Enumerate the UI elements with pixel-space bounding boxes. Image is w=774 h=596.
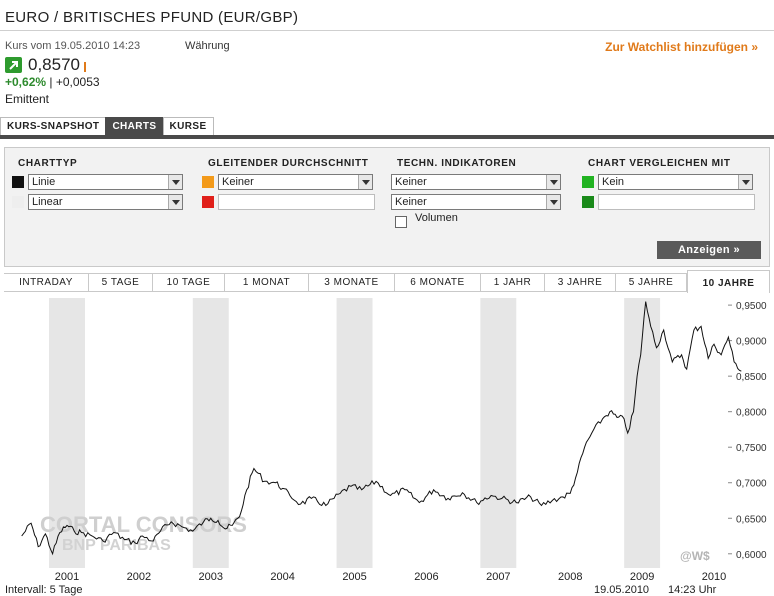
range-10-jahre[interactable]: 10 JAHRE (687, 270, 770, 293)
chart-settings-panel: CHARTTYP Linie Linear GLEITENDER DURCHSC… (4, 147, 770, 267)
x-tick-label: 2005 (342, 571, 366, 583)
price-series-line (21, 301, 742, 556)
year-band (336, 298, 373, 568)
x-tick-label: 2009 (630, 571, 654, 583)
chevron-down-icon (546, 195, 560, 209)
range-3-jahre[interactable]: 3 JAHRE (545, 274, 616, 292)
vergleich-heading: CHART VERGLEICHEN MIT (588, 158, 731, 169)
compare1-color-swatch[interactable] (582, 176, 594, 188)
title-divider (0, 30, 774, 31)
ma1-color-swatch[interactable] (202, 176, 214, 188)
emittent-label: Emittent (5, 92, 50, 106)
change-absolute: +0,0053 (55, 75, 100, 89)
indicator-1-value: Keiner (395, 176, 427, 188)
waehrung-label: Währung (185, 40, 230, 52)
change-row: +0,62% | +0,0053 (5, 75, 100, 89)
change-percent: +0,62% (5, 75, 47, 89)
y-tick-label: 0,9500 (736, 301, 767, 312)
x-tick-label: 2003 (199, 571, 223, 583)
x-tick-label: 2006 (414, 571, 438, 583)
indicator-select-1[interactable]: Keiner (391, 174, 561, 190)
change-separator: | (46, 75, 56, 89)
anzeigen-button[interactable]: Anzeigen » (657, 241, 761, 259)
gleitender-heading: GLEITENDER DURCHSCHNITT (208, 158, 369, 169)
charttyp-color-swatch[interactable] (12, 176, 24, 188)
kurs-timestamp: Kurs vom 19.05.2010 14:23 (5, 40, 141, 52)
range-10-tage[interactable]: 10 TAGE (153, 274, 225, 292)
chart-date: 19.05.2010 (594, 584, 650, 596)
indicator-select-2[interactable]: Keiner (391, 194, 561, 210)
range-intraday[interactable]: INTRADAY (4, 274, 89, 292)
x-tick-label: 2007 (486, 571, 510, 583)
volumen-label: Volumen (415, 212, 458, 224)
indicator-2-value: Keiner (395, 196, 427, 208)
x-tick-label: 2010 (702, 571, 726, 583)
y-tick-label: 0,6500 (736, 514, 767, 525)
main-tabs: KURS-SNAPSHOT CHARTS KURSE (0, 117, 214, 135)
moving-average-value: Keiner (222, 176, 254, 188)
x-tick-label: 2001 (55, 571, 79, 583)
chevron-down-icon (546, 175, 560, 189)
ma2-color-swatch[interactable] (202, 196, 214, 208)
range-3-monate[interactable]: 3 MONATE (309, 274, 395, 292)
y-tick-label: 0,9000 (736, 337, 767, 348)
chevron-down-icon (168, 175, 182, 189)
x-tick-label: 2004 (270, 571, 294, 583)
price-row: 0,8570 (5, 55, 86, 75)
watermark-credit: @W$ (680, 549, 710, 563)
watermark-sub: BNP PARIBAS (62, 537, 171, 554)
tab-charts[interactable]: CHARTS (105, 117, 164, 135)
x-tick-label: 2002 (127, 571, 151, 583)
compare-input[interactable] (598, 194, 755, 210)
page-title: EURO / BRITISCHES PFUND (EUR/GBP) (5, 9, 299, 26)
tab-bar-rule (0, 135, 774, 139)
price-chart: CORTAL CONSORS BNP PARIBAS @W$ 0,9500 0,9… (21, 298, 767, 583)
moving-average-input[interactable] (218, 194, 375, 210)
range-1-jahr[interactable]: 1 JAHR (481, 274, 545, 292)
y-tick-label: 0,7000 (736, 479, 767, 490)
scale-value: Linear (32, 196, 63, 208)
arrow-up-icon (5, 57, 22, 73)
range-1-monat[interactable]: 1 MONAT (225, 274, 309, 292)
moving-average-select[interactable]: Keiner (218, 174, 373, 190)
time-range-tabs: INTRADAY 5 TAGE 10 TAGE 1 MONAT 3 MONATE… (4, 270, 770, 293)
charttyp-heading: CHARTTYP (18, 158, 78, 169)
compare-value: Kein (602, 176, 625, 188)
x-tick-label: 2008 (558, 571, 582, 583)
year-band (49, 298, 85, 568)
year-band (192, 298, 229, 568)
year-band (480, 298, 517, 568)
price-tick-marker (84, 62, 86, 72)
compare2-color-swatch[interactable] (582, 196, 594, 208)
watermark-brand: CORTAL CONSORS (40, 512, 247, 537)
tab-kurs-snapshot[interactable]: KURS-SNAPSHOT (0, 117, 107, 135)
chevron-down-icon (738, 175, 752, 189)
chart-time: 14:23 Uhr (668, 584, 717, 596)
scale-color-swatch (12, 196, 24, 208)
chevron-down-icon (168, 195, 182, 209)
range-5-jahre[interactable]: 5 JAHRE (616, 274, 687, 292)
charttyp-value: Linie (32, 176, 56, 188)
tab-kurse[interactable]: KURSE (162, 117, 214, 135)
compare-select[interactable]: Kein (598, 174, 753, 190)
y-tick-label: 0,6000 (736, 550, 767, 561)
y-tick-label: 0,7500 (736, 443, 767, 454)
charttyp-select[interactable]: Linie (28, 174, 183, 190)
scale-select[interactable]: Linear (28, 194, 183, 210)
current-price: 0,8570 (28, 55, 80, 74)
volumen-checkbox[interactable] (395, 216, 407, 228)
interval-label: Intervall: 5 Tage (5, 584, 83, 596)
chevron-down-icon (358, 175, 372, 189)
range-6-monate[interactable]: 6 MONATE (395, 274, 481, 292)
range-5-tage[interactable]: 5 TAGE (89, 274, 153, 292)
indikatoren-heading: TECHN. INDIKATOREN (397, 158, 517, 169)
y-tick-label: 0,8500 (736, 372, 767, 383)
add-to-watchlist-link[interactable]: Zur Watchlist hinzufügen » (605, 40, 758, 54)
y-tick-label: 0,8000 (736, 408, 767, 419)
